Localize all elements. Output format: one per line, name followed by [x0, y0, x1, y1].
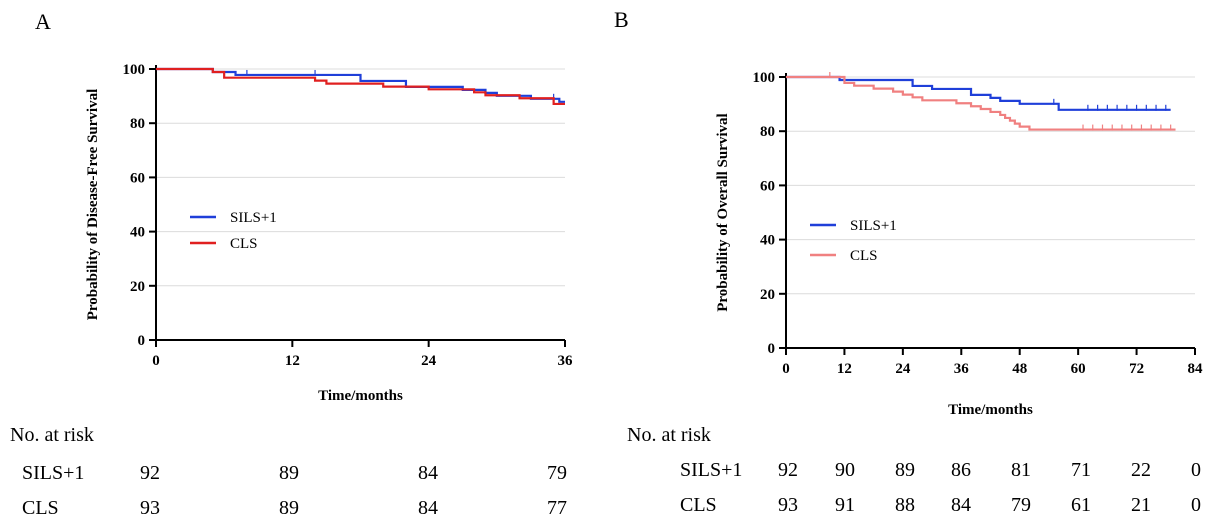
panel-b-x-tick-label: 72 [1129, 361, 1144, 377]
panel-b-y-axis-title: Probability of Overall Survival [715, 113, 731, 311]
panel-a-risk-row-label: SILS+1 [22, 462, 84, 484]
panel-b-y-tick-label: 100 [753, 70, 776, 86]
panel-b-y-tick-label: 20 [760, 287, 775, 303]
panel-b-x-tick-label: 36 [954, 361, 970, 377]
panel-a-y-tick-label: 80 [130, 116, 145, 132]
panel-a-x-tick-label: 12 [285, 353, 300, 369]
panel-b-risk-value: 81 [1011, 459, 1031, 481]
panel-b-risk-value: 93 [778, 494, 798, 516]
panel-a-risk-value: 89 [279, 462, 299, 484]
panel-a-risk-value: 89 [279, 497, 299, 519]
panel-a-risk-value: 84 [418, 462, 438, 484]
panel-b-risk-value: 90 [835, 459, 855, 481]
panel-b-risk-value: 22 [1131, 459, 1151, 481]
panel-a-series-2-curve [156, 67, 565, 106]
panel-b-y-tick-label: 0 [768, 341, 776, 357]
panel-b-y-tick-label: 60 [760, 178, 775, 194]
panel-b-x-axis-title: Time/months [948, 402, 1033, 418]
panel-a-x-tick-label: 24 [421, 353, 437, 369]
panel-a-y-tick-label: 20 [130, 279, 145, 295]
panel-a-x-axis-title: Time/months [318, 388, 403, 404]
panel-a-x-tick-label: 36 [558, 353, 574, 369]
panel-b-x-tick-label: 60 [1071, 361, 1086, 377]
panel-a-y-tick-label: 100 [123, 62, 146, 78]
panel-b-series-2-curve [786, 75, 1176, 131]
panel-b-risk-value: 86 [951, 459, 971, 481]
panel-b-risk-value: 0 [1191, 459, 1201, 481]
panel-a-risk-value: 93 [140, 497, 160, 519]
panel-a-risk-value: 92 [140, 462, 160, 484]
panel-b-legend-label-1: SILS+1 [850, 218, 897, 234]
panel-b-x-tick-label: 12 [837, 361, 852, 377]
panel-b-risk-value: 88 [895, 494, 915, 516]
panel-b-y-tick-label: 80 [760, 124, 775, 140]
panel-b-risk-value: 92 [778, 459, 798, 481]
panel-a-y-axis-title: Probability of Disease-Free Survival [85, 89, 101, 321]
panel-a-y-tick-label: 40 [130, 225, 145, 241]
panel-a-y-tick-label: 60 [130, 170, 145, 186]
panel-a-legend-label-1: SILS+1 [230, 210, 277, 226]
panel-b-legend-label-2: CLS [850, 248, 878, 264]
panel-a-risk-value: 79 [547, 462, 567, 484]
panel-a-risk-row-label: CLS [22, 497, 59, 519]
panel-b-y-tick-label: 40 [760, 233, 775, 249]
panel-a-label: A [35, 9, 51, 34]
panel-b-risk-table-title: No. at risk [627, 424, 711, 446]
panel-a-risk-value: 77 [547, 497, 567, 519]
panel-b-risk-row-label: SILS+1 [680, 459, 742, 481]
panel-a-y-tick-label: 0 [138, 333, 146, 349]
panel-b-x-tick-label: 0 [782, 361, 790, 377]
panel-b-x-tick-label: 84 [1188, 361, 1204, 377]
panel-a-risk-value: 84 [418, 497, 438, 519]
panel-b-risk-value: 21 [1131, 494, 1151, 516]
panel-a-legend-label-2: CLS [230, 236, 258, 252]
panel-b-risk-value: 89 [895, 459, 915, 481]
panel-a-x-tick-label: 0 [152, 353, 160, 369]
panel-a-series-1-curve [156, 67, 565, 103]
panel-b-x-tick-label: 48 [1012, 361, 1027, 377]
panel-b-risk-value: 91 [835, 494, 855, 516]
panel-b-risk-value: 79 [1011, 494, 1031, 516]
panel-b-risk-value: 71 [1071, 459, 1091, 481]
panel-b-label: B [614, 7, 629, 32]
panel-a-risk-table-title: No. at risk [10, 424, 94, 446]
panel-b-x-tick-label: 24 [895, 361, 911, 377]
panel-b-risk-value: 0 [1191, 494, 1201, 516]
panel-b-risk-value: 61 [1071, 494, 1091, 516]
panel-b-risk-row-label: CLS [680, 494, 717, 516]
panel-b-series-1-curve [786, 75, 1171, 111]
panel-b-risk-value: 84 [951, 494, 971, 516]
